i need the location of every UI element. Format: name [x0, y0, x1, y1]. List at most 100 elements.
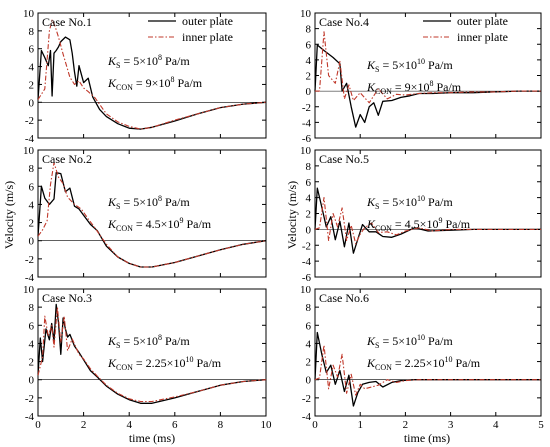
y-tick-label: 6 [29, 320, 35, 332]
y-tick-label: -4 [25, 272, 35, 284]
ks-annotation: KS = 5×1010 Pa/m [366, 194, 453, 211]
y-tick-label: 6 [306, 320, 312, 332]
y-tick-label: 2 [306, 357, 312, 369]
x-tick-label: 8 [218, 419, 224, 431]
kcon-annotation: KCON = 4.5×109 Pa/m [366, 216, 471, 233]
ks-annotation: KS = 5×108 Pa/m [107, 194, 190, 211]
kcon-annotation: KCON = 2.25×1010 Pa/m [366, 355, 481, 372]
case-label: Case No.1 [42, 15, 92, 29]
plot-frame [37, 12, 267, 139]
legend-outer-label: outer plate [457, 14, 508, 28]
y-tick-label: -6 [302, 272, 312, 284]
y-axis-label: Velocity (m/s) [2, 181, 16, 249]
y-tick-label: 0 [29, 97, 35, 109]
x-tick-label: 1 [357, 419, 363, 431]
series-inner-plate-line [37, 162, 267, 268]
y-tick-label: 8 [306, 302, 312, 314]
y-tick-label: 4 [306, 338, 312, 350]
plot-frame [37, 288, 267, 417]
chart-panel-6: -4 -2 0 2 4 6 8 10 0 1 2 3 4 5 Case No.6 KS = 5×1010 Pa… [300, 284, 544, 431]
y-tick-label: 2 [306, 71, 312, 83]
case-label: Case No.6 [319, 291, 369, 305]
y-tick-label: 2 [29, 218, 35, 230]
y-tick-label: 8 [29, 26, 35, 38]
y-tick-label: 10 [23, 145, 35, 157]
y-tick-label: 4 [306, 55, 312, 67]
y-tick-label: 10 [300, 145, 312, 157]
y-tick-label: 6 [306, 177, 312, 189]
x-tick-label: 2 [403, 419, 409, 431]
legend: outer plate inner plate [148, 14, 233, 44]
y-tick-label: -2 [302, 102, 311, 114]
kcon-annotation: KCON = 4.5×109 Pa/m [107, 216, 212, 233]
series-outer-plate-line [37, 303, 267, 404]
legend-inner-label: inner plate [457, 30, 508, 44]
y-tick-label: 0 [306, 86, 312, 98]
case-label: Case No.3 [42, 291, 92, 305]
x-tick-label: 3 [448, 419, 454, 431]
x-tick-label: 4 [126, 419, 132, 431]
y-tick-label: 10 [300, 8, 312, 20]
y-tick-label: 8 [306, 161, 312, 173]
ks-annotation: KS = 5×1010 Pa/m [366, 333, 453, 350]
y-tick-label: 8 [306, 24, 312, 36]
chart-panel-1: -4 -2 0 2 4 6 8 10 Case No.1 KS = 5×108 Pa/m KCON … [23, 8, 267, 145]
legend-outer-label: outer plate [182, 14, 233, 28]
y-tick-label: -2 [25, 115, 34, 127]
y-tick-label: 6 [29, 44, 35, 56]
x-tick-label: 5 [538, 419, 544, 431]
x-tick-label: 0 [35, 419, 41, 431]
y-tick-label: -2 [302, 393, 311, 405]
y-tick-label: -4 [302, 256, 312, 268]
y-tick-label: 10 [23, 8, 35, 20]
y-tick-label: -4 [25, 411, 35, 423]
series-inner-plate-line [37, 19, 267, 130]
y-axis-label-right: Velocity (m/s) [285, 181, 299, 249]
y-tick-label: 0 [29, 236, 35, 248]
x-tick-label: 2 [81, 419, 87, 431]
y-tick-label: -4 [302, 411, 312, 423]
x-axis-label-right: time (ms) [404, 431, 450, 445]
y-tick-label: 4 [29, 199, 35, 211]
chart-panel-2: -4 -2 0 2 4 6 8 10 Case No.2 KS = 5×108 Pa/m KCON … [23, 145, 267, 284]
y-tick-label: -2 [25, 254, 34, 266]
x-tick-label: 4 [493, 419, 499, 431]
x-tick-label: 0 [312, 419, 318, 431]
kcon-annotation: KCON = 2.25×1010 Pa/m [107, 355, 222, 372]
y-tick-label: 4 [306, 193, 312, 205]
y-tick-label: 4 [29, 62, 35, 74]
y-tick-label: 2 [29, 79, 35, 91]
series-inner-plate-line [315, 31, 541, 104]
x-axis-label-left: time (ms) [129, 431, 175, 445]
y-tick-label: 0 [306, 224, 312, 236]
series-inner-plate-line [37, 306, 267, 403]
y-tick-label: 2 [306, 209, 312, 221]
y-tick-label: -2 [25, 393, 34, 405]
ks-annotation: KS = 5×108 Pa/m [107, 53, 190, 70]
y-tick-label: 10 [23, 284, 35, 296]
chart-panel-3: -4 -2 0 2 4 6 8 10 0 2 4 6 8 10 Case No.3 KS = 5×108 Pa… [23, 284, 272, 431]
plot-frame [37, 149, 267, 278]
kcon-annotation: KCON = 9×108 Pa/m [107, 75, 203, 92]
x-tick-label: 10 [261, 419, 273, 431]
ks-annotation: KS = 5×1010 Pa/m [366, 57, 453, 74]
plot-frame [314, 288, 542, 417]
series-inner-plate-line [314, 344, 541, 396]
series-outer-plate-line [314, 331, 541, 407]
legend-inner-label: inner plate [182, 30, 233, 44]
y-tick-label: 0 [306, 375, 312, 387]
series-outer-plate-line [314, 187, 541, 254]
y-tick-label: 6 [306, 39, 312, 51]
x-tick-label: 6 [172, 419, 178, 431]
y-tick-label: -4 [25, 133, 35, 145]
y-tick-label: 0 [29, 375, 35, 387]
y-tick-label: 8 [29, 302, 35, 314]
y-tick-label: 10 [300, 284, 312, 296]
case-label: Case No.4 [319, 15, 369, 29]
chart-panel-4: -6 -4 -2 0 2 4 6 8 10 Case No.4 KS = 5×1010 Pa/m KC… [300, 8, 542, 145]
y-tick-label: -4 [302, 117, 312, 129]
kcon-annotation: KCON = 9×108 Pa/m [366, 79, 462, 96]
legend: outer plate inner plate [423, 14, 508, 44]
